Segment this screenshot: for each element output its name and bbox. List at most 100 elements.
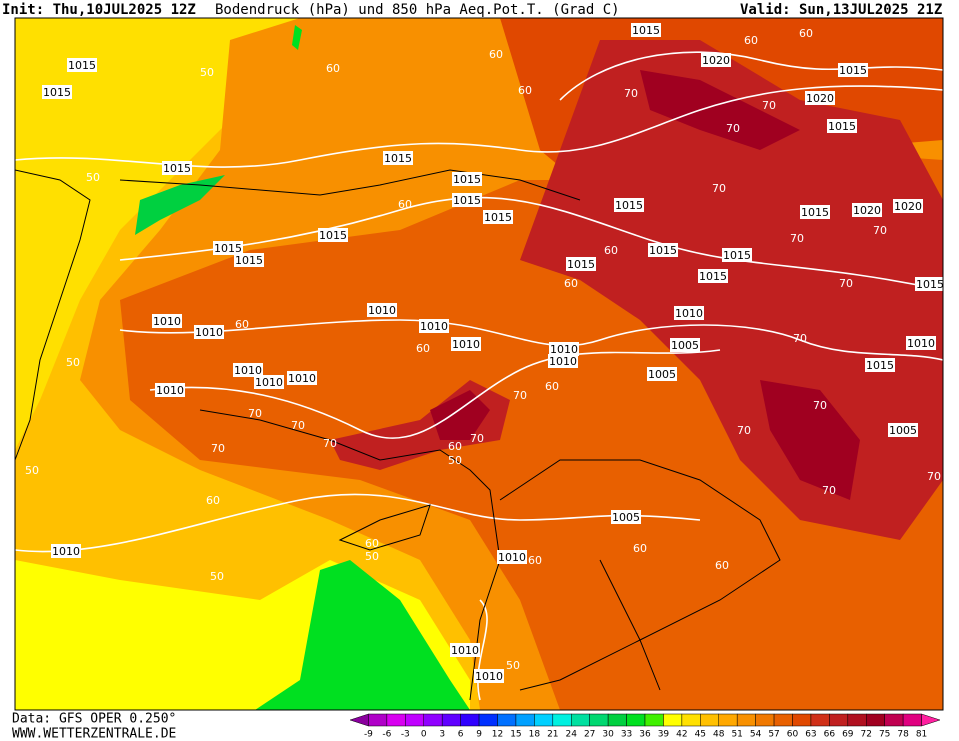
theta-label: 60 xyxy=(416,342,430,355)
label-box xyxy=(852,203,882,217)
theta-label: 60 xyxy=(489,48,503,61)
colorbar-box xyxy=(607,713,627,727)
label-box xyxy=(838,63,868,77)
isobar-label: 1015 xyxy=(699,270,727,283)
theta-label: 60 xyxy=(365,537,379,550)
isobar-label: 1005 xyxy=(648,368,676,381)
label-box xyxy=(674,306,704,320)
map-frame xyxy=(14,17,944,711)
colorbar-label: 30 xyxy=(602,730,614,740)
colorbar-box xyxy=(423,713,443,727)
isobar-label: 1010 xyxy=(156,384,184,397)
theta-label: 50 xyxy=(210,570,224,583)
theta-label: 70 xyxy=(470,432,484,445)
colorbar-label: 81 xyxy=(916,730,927,740)
colorbar-box xyxy=(515,713,535,727)
label-box xyxy=(915,277,943,291)
isobar-label: 1015 xyxy=(723,249,751,262)
label-box xyxy=(213,241,243,255)
label-box xyxy=(162,161,192,175)
theta-label: 50 xyxy=(86,171,100,184)
label-box xyxy=(647,367,677,381)
isobar-label: 1015 xyxy=(632,24,660,37)
label-box xyxy=(318,228,348,242)
colorbar-box xyxy=(884,713,904,727)
label-box xyxy=(827,119,857,133)
isobar-label: 1010 xyxy=(420,320,448,333)
label-box xyxy=(67,58,97,72)
theta-label: 60 xyxy=(715,559,729,572)
init-text: Init: Thu,10JUL2025 12Z xyxy=(2,2,196,18)
colorbar-label: 48 xyxy=(713,730,725,740)
data-source: Data: GFS OPER 0.250° xyxy=(12,712,176,727)
theta-label: 70 xyxy=(624,87,638,100)
isobar-label: 1015 xyxy=(484,211,512,224)
isobar-label: 1015 xyxy=(384,152,412,165)
theta-label: 70 xyxy=(813,399,827,412)
colorbar-box xyxy=(663,713,683,727)
isobar-label: 1015 xyxy=(801,206,829,219)
colorbar-label: 3 xyxy=(439,730,445,740)
label-box xyxy=(452,193,482,207)
label-box xyxy=(566,257,596,271)
isobar-label: 1010 xyxy=(255,376,283,389)
colorbar-box xyxy=(755,713,775,727)
theta-label: 60 xyxy=(398,198,412,211)
colorbar-box xyxy=(792,713,812,727)
label-box xyxy=(155,383,185,397)
colorbar-label: 12 xyxy=(492,730,503,740)
isobar-label: 1015 xyxy=(453,173,481,186)
label-box xyxy=(451,337,481,351)
isobar-label: 1010 xyxy=(52,545,80,558)
colorbar-label: 72 xyxy=(861,730,872,740)
isobar-label: 1005 xyxy=(889,424,917,437)
theta-label: 70 xyxy=(513,389,527,402)
colorbar-label: 63 xyxy=(805,730,816,740)
label-box xyxy=(287,371,317,385)
isobar-label: 1010 xyxy=(288,372,316,385)
theta-label: 70 xyxy=(873,224,887,237)
theta-label: 70 xyxy=(248,407,262,420)
label-box xyxy=(670,338,700,352)
isobar-label: 1010 xyxy=(153,315,181,328)
label-box xyxy=(452,172,482,186)
label-box xyxy=(419,319,449,333)
label-box xyxy=(474,669,504,683)
isobar-label: 1015 xyxy=(916,278,944,291)
theta-label: 60 xyxy=(799,27,813,40)
theta-label: 70 xyxy=(291,419,305,432)
label-box xyxy=(367,303,397,317)
theta-label: 60 xyxy=(206,494,220,507)
isobar-label: 1020 xyxy=(702,54,730,67)
isobar-label: 1015 xyxy=(615,199,643,212)
colorbar-label: 36 xyxy=(639,730,651,740)
isobar-label: 1015 xyxy=(214,242,242,255)
label-box xyxy=(722,248,752,262)
isobar-label: 1010 xyxy=(549,355,577,368)
contour-labels: 1015101550101550101510151015101560101510… xyxy=(25,23,944,683)
theta-label: 70 xyxy=(211,442,225,455)
colorbar-box xyxy=(441,713,461,727)
colorbar-label: 51 xyxy=(731,730,742,740)
colorbar-label: -9 xyxy=(364,730,373,740)
label-box xyxy=(194,325,224,339)
colorbar-box xyxy=(866,713,885,727)
colorbar-box xyxy=(644,713,664,727)
valid-text: Valid: Sun,13JUL2025 21Z xyxy=(740,2,942,18)
isobar-label: 1010 xyxy=(452,338,480,351)
colorbar-label: 66 xyxy=(824,730,836,740)
isobar-label: 1010 xyxy=(550,343,578,356)
theta-label: 50 xyxy=(448,454,462,467)
label-box xyxy=(611,510,641,524)
colorbar-label: -6 xyxy=(382,730,391,740)
label-box xyxy=(548,354,578,368)
theta-label: 50 xyxy=(66,356,80,369)
label-box xyxy=(483,210,513,224)
colorbar-label: 42 xyxy=(676,730,687,740)
isobar-label: 1015 xyxy=(235,254,263,267)
theta-label: 70 xyxy=(927,470,941,483)
label-box xyxy=(450,643,480,657)
colorbar-box xyxy=(810,713,830,727)
colorbar-label: -3 xyxy=(401,730,410,740)
colorbar-box xyxy=(368,713,388,727)
